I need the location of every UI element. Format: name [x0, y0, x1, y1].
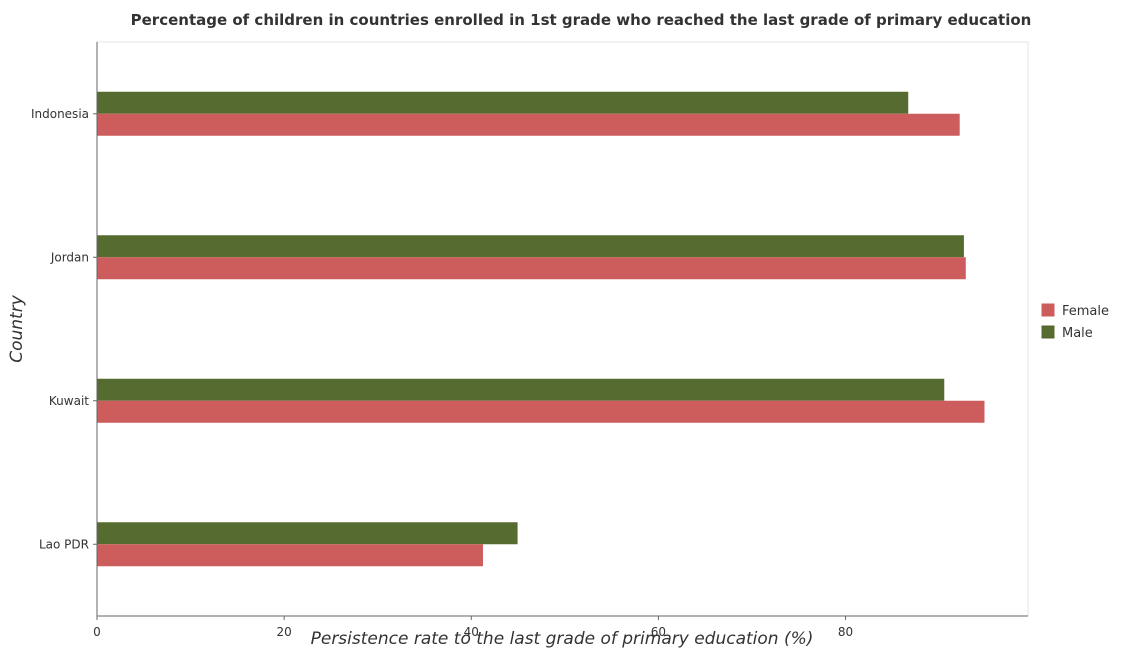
legend: Female Male — [1040, 302, 1109, 341]
legend-swatch-male — [1040, 324, 1056, 340]
chart-title: Percentage of children in countries enro… — [131, 11, 1032, 29]
bar-male-indonesia — [97, 91, 909, 114]
x-axis-label: Persistence rate to the last grade of pr… — [311, 629, 814, 649]
axes-group: Indonesia Jordan Kuwait Lao PDR 0 20 40 60 80 — [31, 42, 1028, 639]
bar-male-kuwait — [97, 378, 945, 401]
legend-swatch-female — [1040, 302, 1056, 318]
legend-label-female: Female — [1062, 304, 1109, 319]
bar-female-indonesia — [97, 113, 960, 136]
y-tick-label: Lao PDR — [39, 537, 89, 551]
y-tick-label: Jordan — [50, 250, 89, 264]
bar-female-kuwait — [97, 400, 985, 423]
x-tick-label: 60 — [651, 625, 666, 639]
x-tick-label: 40 — [464, 625, 479, 639]
x-tick-label: 20 — [276, 625, 291, 639]
y-axis-label: Country — [7, 294, 27, 362]
bar-male-lao-pdr — [97, 522, 518, 545]
x-tick-label: 0 — [93, 625, 101, 639]
y-tick-label: Indonesia — [31, 107, 89, 121]
bars-group — [97, 91, 985, 567]
bar-male-jordan — [97, 235, 964, 258]
legend-label-male: Male — [1062, 326, 1093, 341]
x-tick-label: 80 — [838, 625, 853, 639]
y-tick-label: Kuwait — [49, 394, 89, 408]
bar-female-jordan — [97, 257, 966, 280]
bar-female-lao-pdr — [97, 544, 483, 567]
